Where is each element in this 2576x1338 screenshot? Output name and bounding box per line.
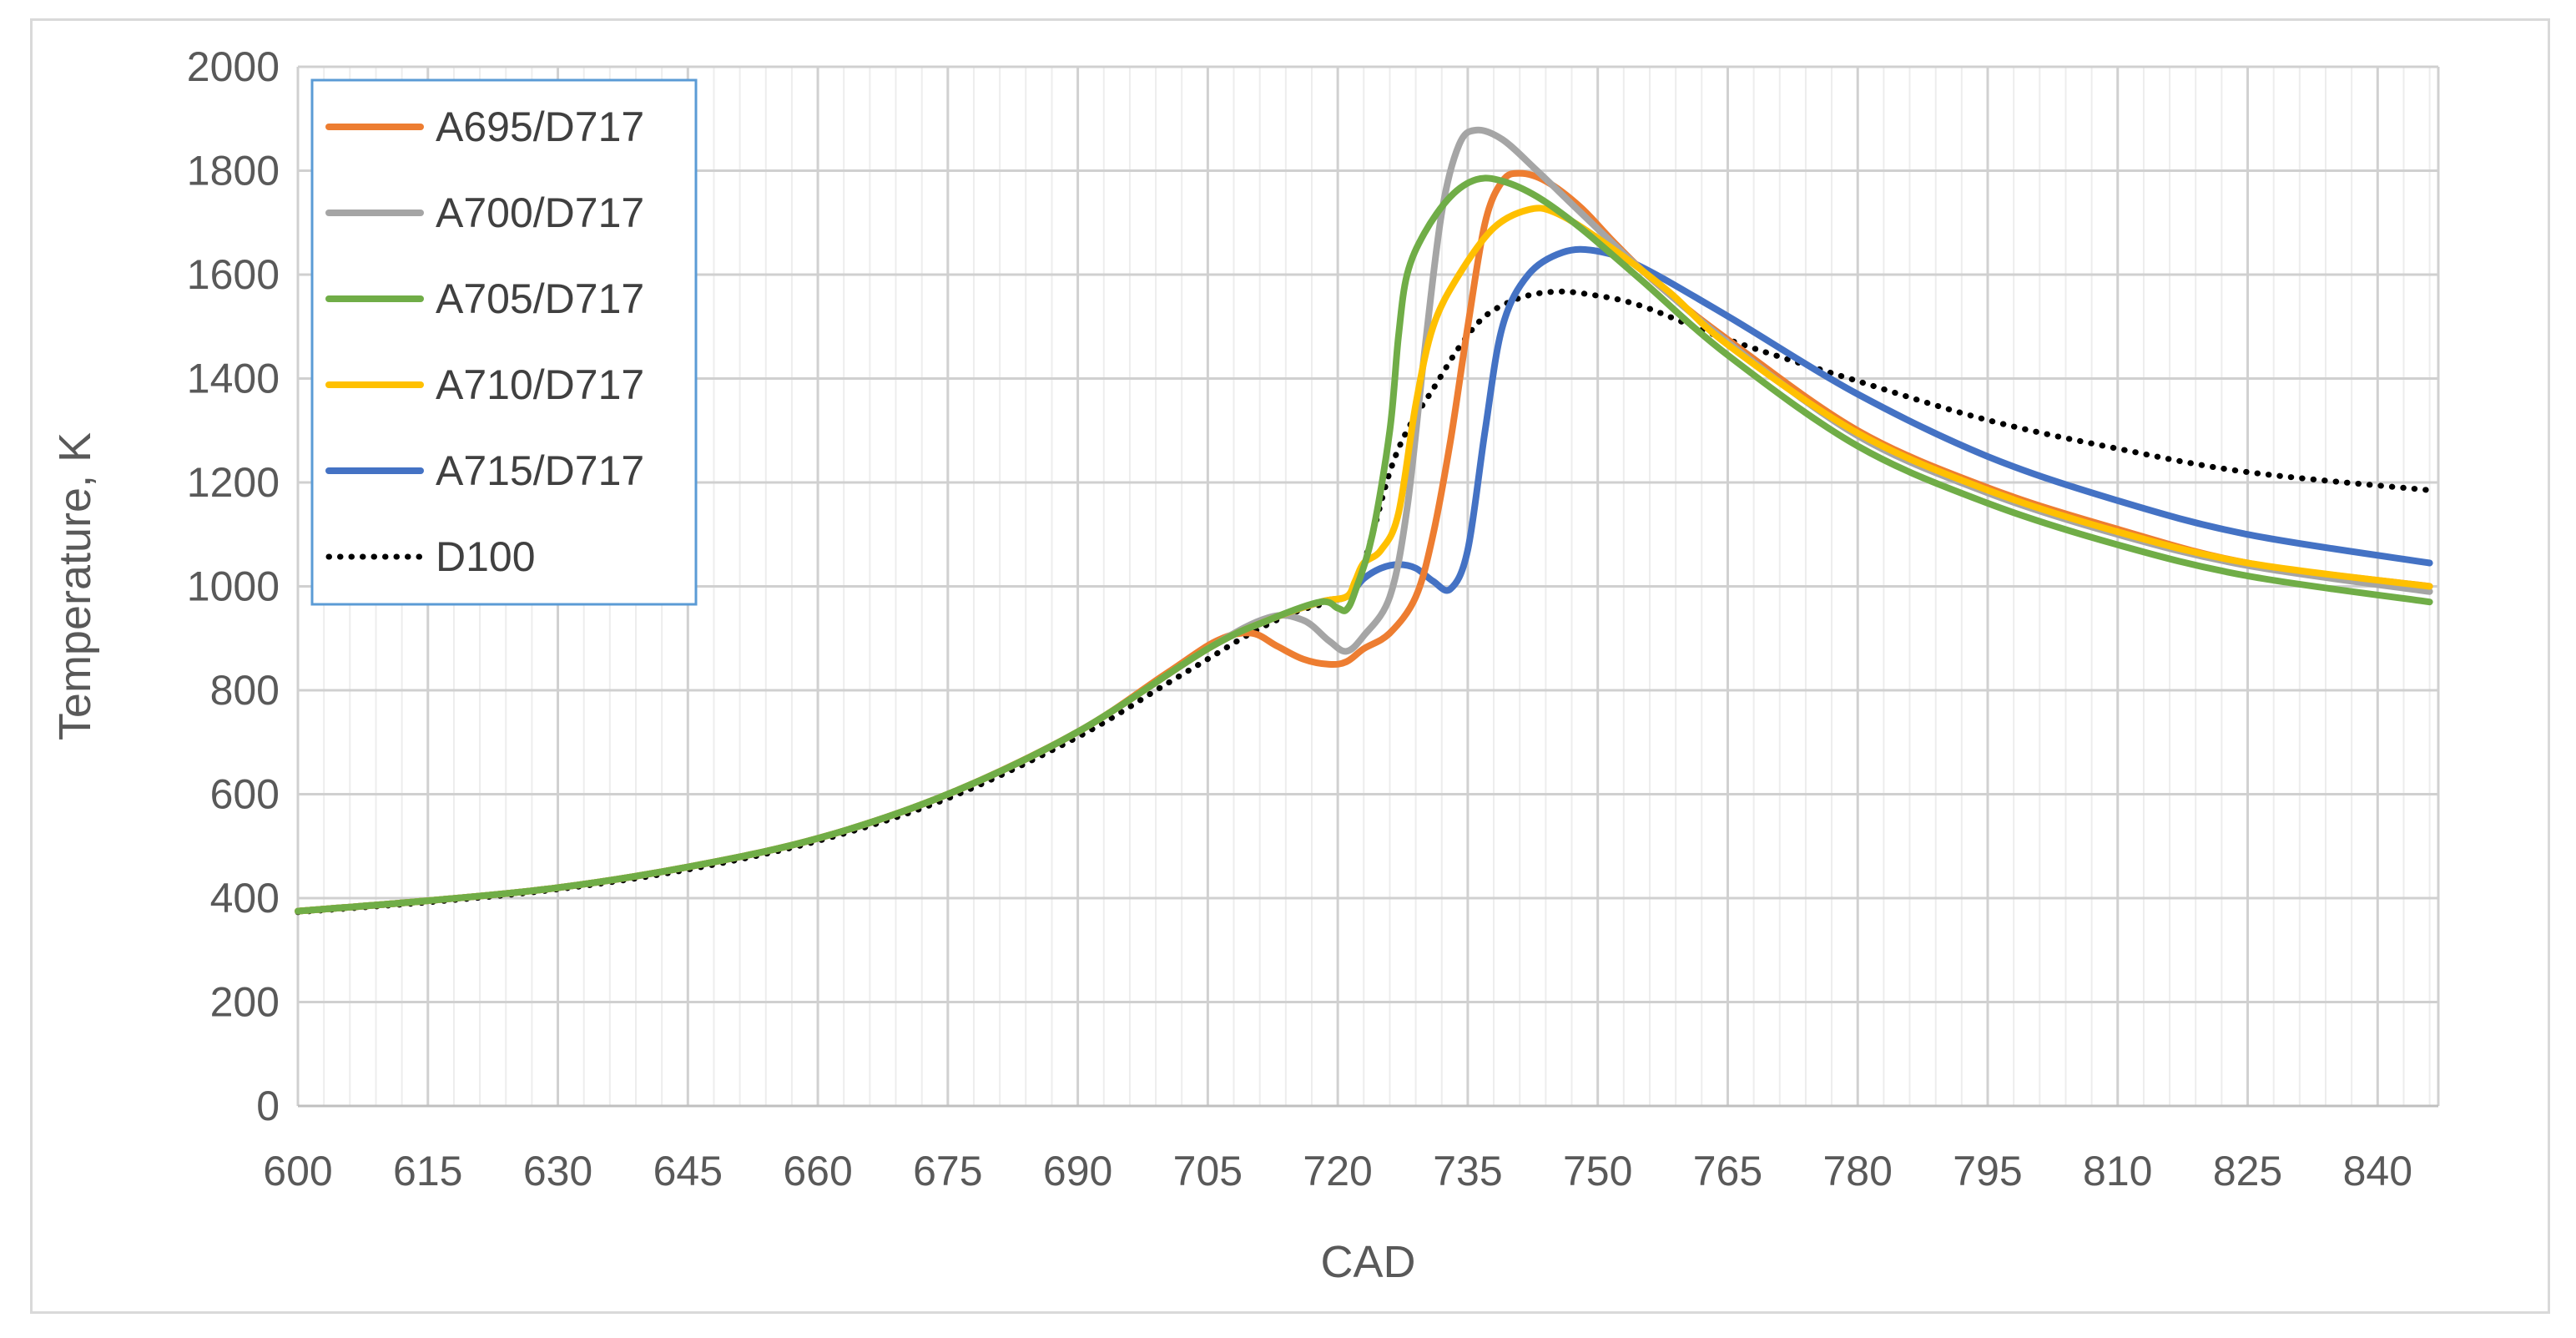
x-tick-label: 765: [1693, 1148, 1762, 1194]
x-tick-label: 780: [1823, 1148, 1893, 1194]
y-tick-label: 1200: [187, 459, 280, 506]
y-tick-label: 400: [210, 875, 280, 921]
y-tick-label: 1800: [187, 148, 280, 194]
legend: A695/D717 A700/D717 A705/D717 A710/D717 A715…: [310, 78, 698, 606]
x-tick-label: 825: [2213, 1148, 2282, 1194]
x-tick-label: 630: [523, 1148, 592, 1194]
legend-box: [310, 78, 698, 606]
x-tick-label: 615: [393, 1148, 462, 1194]
y-tick-label: 1000: [187, 563, 280, 610]
legend-label-d100: D100: [436, 533, 536, 580]
series-layer: [295, 126, 2433, 916]
x-tick-label: 660: [783, 1148, 852, 1194]
y-tick-label: 600: [210, 771, 280, 818]
y-tick-label: 200: [210, 979, 280, 1026]
x-tick-label: 840: [2343, 1148, 2412, 1194]
x-tick-label: 810: [2083, 1148, 2152, 1194]
x-tick-label: 735: [1433, 1148, 1502, 1194]
legend-label-a705-d717: A705/D717: [436, 275, 644, 322]
series-line-a705-d717: [295, 174, 2433, 915]
legend-label-a715-d717: A715/D717: [436, 447, 644, 494]
x-tick-label: 645: [653, 1148, 723, 1194]
y-tick-label: 2000: [187, 43, 280, 90]
y-axis-tick-labels: 0 200 400 600 800 1000 1200 1400 1600 1800 2000: [187, 43, 280, 1129]
legend-label-a710-d717: A710/D717: [436, 361, 644, 408]
y-tick-label: 800: [210, 667, 280, 714]
x-tick-label: 750: [1563, 1148, 1632, 1194]
y-tick-label: 1400: [187, 356, 280, 402]
legend-label-a700-d717: A700/D717: [436, 189, 644, 236]
x-axis-title: CAD: [1320, 1237, 1415, 1287]
y-tick-label: 0: [256, 1083, 280, 1129]
legend-label-a695-d717: A695/D717: [436, 104, 644, 150]
x-tick-label: 690: [1043, 1148, 1112, 1194]
y-tick-label: 1600: [187, 251, 280, 298]
x-tick-label: 795: [1953, 1148, 2022, 1194]
x-tick-label: 705: [1173, 1148, 1243, 1194]
x-tick-label: 675: [913, 1148, 982, 1194]
x-axis-tick-labels: 600 615 630 645 660 675 690 705 720 735 750 765 780 7…: [263, 1148, 2412, 1194]
y-axis-title: Temperature, K: [50, 432, 100, 740]
x-tick-label: 720: [1303, 1148, 1372, 1194]
x-tick-label: 600: [263, 1148, 332, 1194]
